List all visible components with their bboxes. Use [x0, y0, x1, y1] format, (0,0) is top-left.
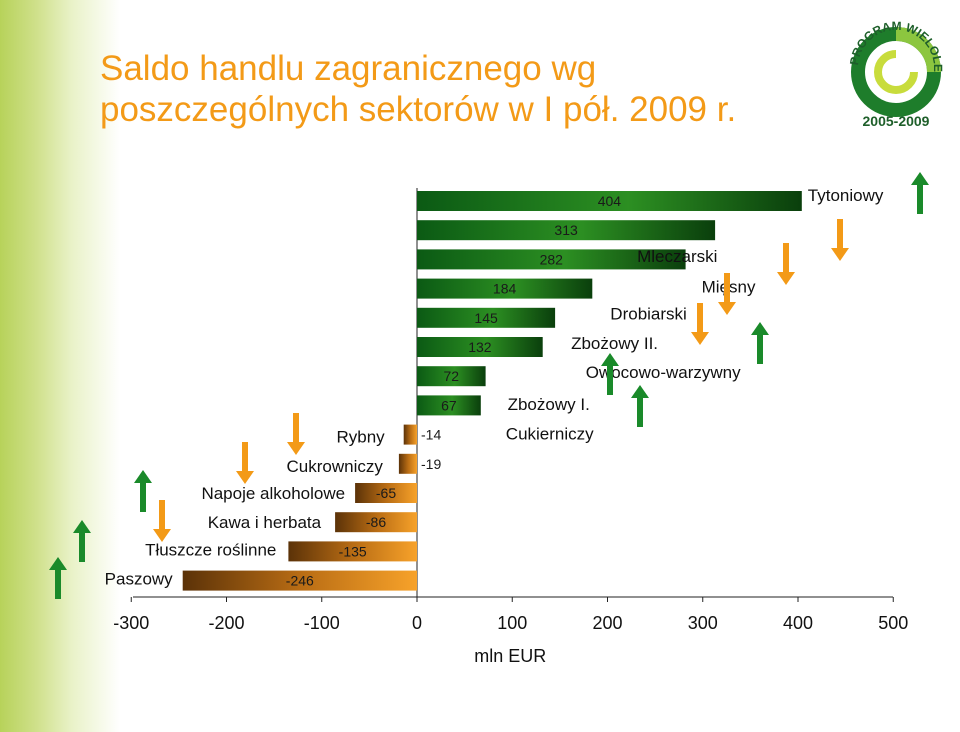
title-line-1: Saldo handlu zagranicznego wg — [100, 49, 597, 88]
bar-miesny — [417, 249, 686, 270]
bar-zbozowy-ii — [417, 307, 556, 328]
bar-zbozowy-i — [417, 366, 486, 387]
category-label-cukrowniczy: Cukrowniczy — [287, 457, 384, 476]
value-label-zbozowy-i: 72 — [444, 368, 460, 384]
value-label-cukrowniczy: -19 — [421, 456, 441, 472]
value-label-napoje-alkoholowe: -65 — [376, 485, 396, 501]
x-tick-label: 300 — [688, 613, 718, 633]
value-label-paszowy: -246 — [286, 573, 314, 589]
trend-arrow-up-tluszcze-roslinne — [73, 520, 91, 562]
category-label-drobiarski: Drobiarski — [610, 305, 687, 324]
value-label-cukierniczy: 67 — [441, 397, 457, 413]
trend-arrow-up-zbozowy-i — [601, 353, 619, 395]
trend-arrow-down-drobiarski — [718, 273, 736, 315]
trend-arrow-up-paszowy — [49, 557, 67, 599]
x-tick-label: 200 — [592, 613, 622, 633]
value-label-rybny: -14 — [421, 427, 441, 443]
trend-arrow-up-cukierniczy — [631, 385, 649, 427]
trend-arrow-down-rybny — [287, 413, 305, 455]
value-label-kawa-i-herbata: -86 — [366, 514, 386, 530]
bar-cukierniczy — [417, 395, 481, 416]
logo-text-bottom: 2005-2009 — [863, 113, 930, 129]
trend-arrow-down-zbozowy-ii — [691, 303, 709, 345]
bar-kawa-i-herbata — [335, 512, 417, 533]
x-tick-label: -200 — [208, 613, 244, 633]
value-label-owocowo-warzywny: 132 — [468, 339, 492, 355]
x-tick-label: -100 — [304, 613, 340, 633]
category-label-mleczarski: Mleczarski — [637, 247, 717, 266]
x-tick-label: -300 — [113, 613, 149, 633]
bar-mleczarski — [417, 220, 716, 241]
page-title: Saldo handlu zagranicznego wg poszczegól… — [100, 48, 800, 130]
bar-cukrowniczy — [398, 453, 417, 474]
trend-arrow-down-mleczarski — [831, 219, 849, 261]
category-label-kawa-i-herbata: Kawa i herbata — [208, 513, 322, 532]
value-label-zbozowy-ii: 145 — [474, 310, 498, 326]
title-line-2: poszczególnych sektorów w I pół. 2009 r. — [100, 90, 737, 129]
program-logo: PROGRAM WIELOLETNI 2005-2009 — [836, 8, 945, 129]
trend-arrow-down-cukrowniczy — [236, 442, 254, 484]
category-label-rybny: Rybny — [337, 428, 386, 447]
category-label-tytoniowy: Tytoniowy — [808, 186, 884, 205]
category-label-paszowy: Paszowy — [105, 570, 174, 589]
value-label-tytoniowy: 404 — [598, 193, 622, 209]
bar-tluszcze-roslinne — [288, 541, 417, 562]
bar-drobiarski — [417, 278, 593, 299]
trend-arrow-up-tytoniowy — [911, 172, 929, 214]
background-stripe — [0, 0, 120, 732]
bar-tytoniowy — [417, 191, 802, 211]
value-label-tluszcze-roslinne: -135 — [339, 543, 367, 559]
x-axis-label: mln EUR — [474, 646, 546, 666]
x-tick-label: 500 — [878, 613, 908, 633]
bar-owocowo-warzywny — [417, 337, 543, 357]
bar-rybny — [403, 424, 417, 445]
bar-napoje-alkoholowe — [355, 483, 417, 503]
trend-arrow-up-napoje-alkoholowe — [134, 470, 152, 512]
category-label-napoje-alkoholowe: Napoje alkoholowe — [201, 484, 345, 503]
value-label-miesny: 282 — [540, 251, 564, 267]
category-label-owocowo-warzywny: Owocowo-warzywny — [586, 363, 741, 382]
category-label-tluszcze-roslinne: Tłuszcze roślinne — [145, 540, 276, 559]
value-label-mleczarski: 313 — [554, 222, 578, 238]
trend-arrow-up-owocowo-warzywny — [751, 322, 769, 364]
category-label-zbozowy-ii: Zbożowy II. — [571, 334, 658, 353]
trend-arrow-down-miesny — [777, 243, 795, 285]
x-tick-label: 0 — [412, 613, 422, 633]
value-label-drobiarski: 184 — [493, 281, 517, 297]
category-label-zbozowy-i: Zbożowy I. — [508, 395, 590, 414]
bar-paszowy — [182, 570, 417, 591]
x-tick-label: 100 — [497, 613, 527, 633]
trend-arrow-down-kawa-i-herbata — [153, 500, 171, 542]
x-tick-label: 400 — [783, 613, 813, 633]
category-label-cukierniczy: Cukierniczy — [506, 424, 594, 443]
